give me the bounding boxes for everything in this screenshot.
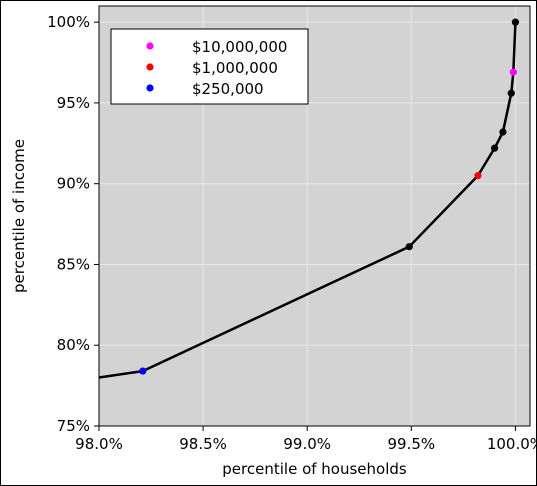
data-point: [509, 68, 517, 76]
legend-marker: [146, 42, 154, 50]
legend-marker: [146, 84, 154, 92]
series-layer: [98, 18, 520, 379]
y-axis-label: percentile of income: [10, 139, 28, 293]
y-tick-label: 100%: [47, 13, 90, 31]
data-point: [491, 144, 499, 152]
x-tick-label: 100.0%: [487, 435, 537, 453]
legend-label: $1,000,000: [192, 59, 278, 77]
x-tick-label: 98.5%: [179, 435, 227, 453]
data-point: [139, 367, 147, 375]
plot-border: [98, 5, 531, 427]
y-tick-label: 80%: [57, 336, 90, 354]
legend-marker: [146, 63, 154, 71]
legend-box: [110, 28, 309, 105]
x-tick-label: 98.0%: [75, 435, 123, 453]
legend: $10,000,000 $1,000,000 $250,000: [110, 28, 309, 105]
y-tick-label: 75%: [57, 417, 90, 435]
data-point: [405, 243, 413, 251]
data-point: [511, 18, 520, 26]
legend-label: $250,000: [192, 80, 264, 98]
x-tick-label: 99.5%: [387, 435, 435, 453]
y-tick-label: 85%: [57, 255, 90, 273]
x-axis-label: percentile of households: [222, 460, 407, 478]
y-tick-label: 95%: [57, 94, 90, 112]
x-tick-label: 99.0%: [283, 435, 331, 453]
legend-label: $10,000,000: [192, 38, 287, 56]
data-point: [507, 89, 515, 97]
data-point: [474, 172, 482, 180]
y-tick-label: 90%: [57, 175, 90, 193]
axes: 98.0% 98.5% 99.0% 99.5% 100.0% 75% 80% 85% 90% 95…: [47, 5, 537, 453]
data-point: [499, 128, 507, 136]
